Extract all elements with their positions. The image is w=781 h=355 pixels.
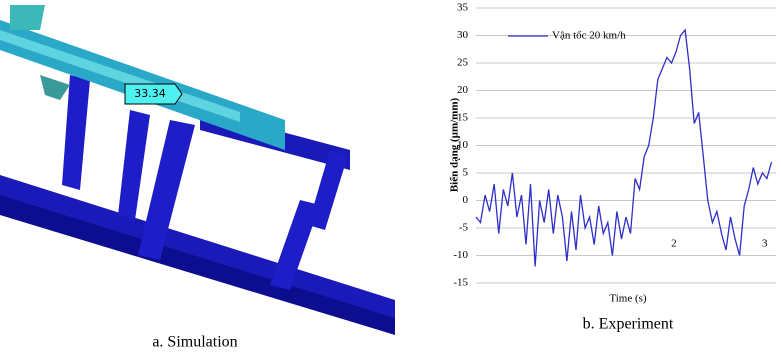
x-tick-label: 3: [762, 238, 768, 250]
series-line: [476, 30, 772, 267]
post: [62, 75, 90, 190]
y-tick-label: -10: [453, 249, 468, 261]
y-tick-label: 35: [457, 2, 469, 14]
y-tick-label: 15: [457, 112, 469, 124]
x-axis-label: Time (s): [609, 293, 647, 305]
beam-top: [0, 30, 240, 122]
caption: b. Experiment: [583, 316, 674, 333]
y-tick-label: 5: [463, 167, 469, 179]
post: [118, 110, 150, 220]
x-tick-label: 2: [671, 238, 677, 250]
y-tick-label: 30: [457, 29, 469, 41]
figure: 33.34 a. Simulation b. Experiment Time (…: [0, 0, 781, 355]
y-tick-label: -5: [459, 222, 469, 234]
y-tick-label: 20: [457, 84, 469, 96]
y-tick-label: 10: [457, 139, 469, 151]
caption: a. Simulation: [152, 334, 237, 351]
y-tick-label: 25: [457, 57, 469, 69]
frame-beam-side: [0, 195, 395, 335]
callout: 33.34: [134, 87, 166, 100]
legend-label: Vận tốc 20 km/h: [552, 30, 626, 42]
part: [10, 5, 45, 30]
post: [308, 150, 348, 230]
y-tick-label: 0: [463, 194, 469, 206]
y-tick-label: -15: [453, 277, 468, 289]
simulation-render: 33.34: [0, 5, 395, 335]
part: [40, 75, 70, 100]
